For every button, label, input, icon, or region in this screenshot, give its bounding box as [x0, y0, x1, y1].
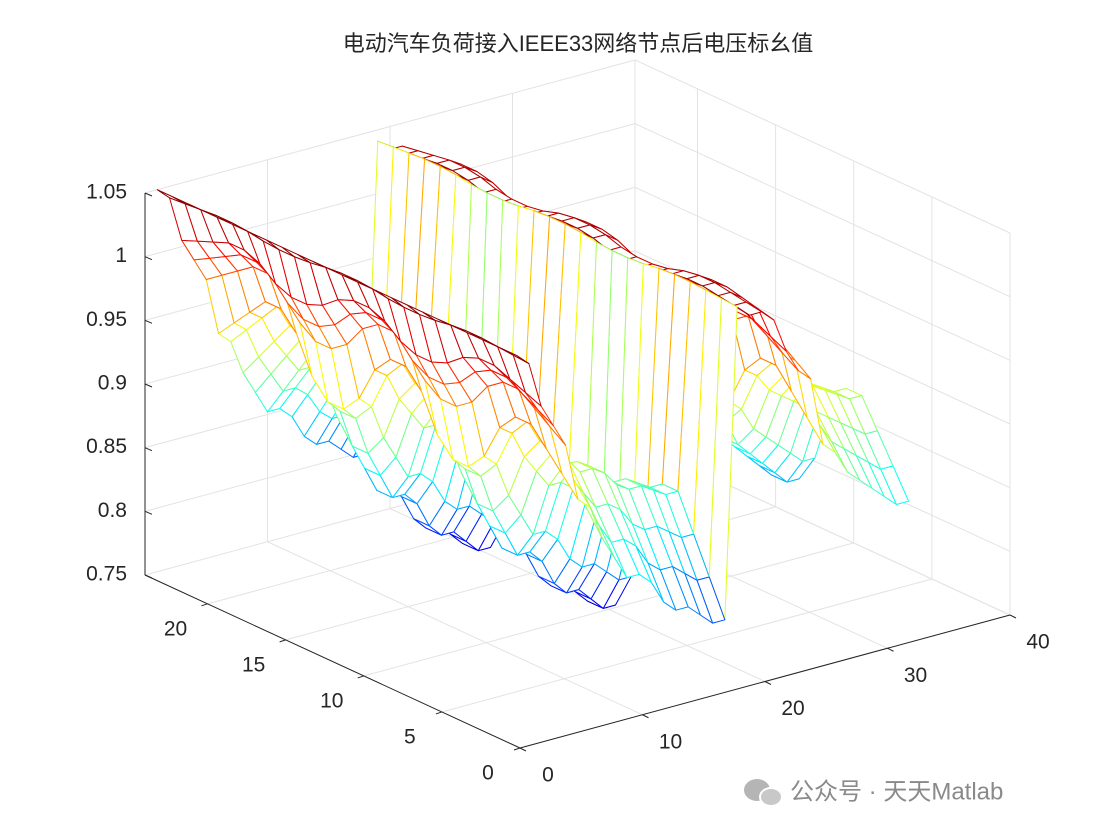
chart-title: 电动汽车负荷接入IEEE33网络节点后电压标幺值	[343, 31, 814, 56]
x-tick	[1009, 614, 1017, 619]
x-tick	[519, 747, 527, 752]
z-tick-label: 0.95	[86, 308, 127, 331]
grid-line	[634, 186, 1011, 361]
y-tick	[201, 603, 208, 607]
grid-line	[363, 542, 854, 677]
y-tick-label: 15	[242, 653, 265, 676]
x-tick-label: 0	[542, 764, 554, 787]
y-tick	[279, 639, 286, 643]
z-tick-label: 0.8	[98, 499, 127, 522]
z-tick	[144, 447, 153, 452]
surface	[156, 140, 910, 624]
z-tick	[144, 256, 153, 261]
x-tick-label: 30	[904, 664, 927, 687]
x-tick	[887, 647, 894, 652]
z-tick-label: 0.75	[86, 563, 127, 586]
x-tick	[642, 714, 649, 719]
y-tick	[357, 675, 364, 679]
z-tick	[144, 574, 153, 579]
y-tick-label: 0	[482, 762, 494, 785]
z-tick-label: 0.85	[86, 435, 127, 458]
y-tick-label: 20	[164, 617, 187, 640]
watermark-icon	[759, 787, 783, 807]
x-tick	[764, 681, 772, 685]
x-tick-label: 20	[781, 697, 804, 720]
mesh-cell	[500, 347, 530, 365]
z-tick-label: 1	[115, 244, 127, 267]
y-tick-label: 5	[404, 726, 416, 749]
grid-line	[634, 123, 1011, 298]
x-tick-label: 40	[1026, 631, 1049, 654]
x-tick-label: 10	[659, 730, 682, 753]
z-tick-label: 1.05	[86, 181, 127, 204]
watermark-text: 公众号 · 天天Matlab	[790, 778, 1003, 805]
watermark: 公众号 · 天天Matlab	[744, 778, 1003, 807]
y-tick	[513, 747, 521, 751]
z-tick	[144, 319, 153, 324]
y-tick	[435, 711, 443, 715]
z-tick-label: 0.9	[98, 372, 127, 395]
z-tick	[144, 383, 153, 388]
z-tick	[144, 192, 153, 197]
z-tick	[144, 510, 153, 515]
grid-line	[634, 59, 1011, 234]
y-tick-label: 10	[320, 689, 343, 712]
grid-line	[144, 59, 636, 194]
axes: 0 10 20 30 40 0 5 10 15 20 0.75 0.8 0.85 0.9 0.95 1 1.05	[86, 181, 1050, 787]
grid-line	[441, 578, 933, 713]
